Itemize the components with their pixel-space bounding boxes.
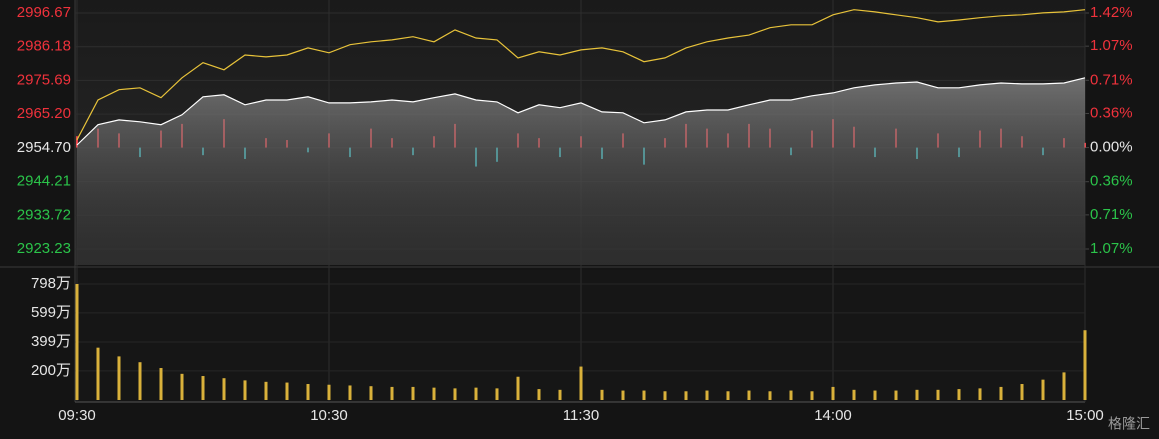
y2-tick-label: 1.07% (1090, 240, 1133, 257)
volume-bar (915, 389, 919, 400)
volume-bar (642, 390, 646, 400)
volume-bar (1020, 384, 1024, 400)
volume-bar (579, 366, 583, 400)
volume-bar (138, 362, 142, 400)
volume-bar (474, 387, 478, 400)
watermark: 格隆汇 (1108, 416, 1150, 432)
y-tick-label: 399万 (31, 333, 71, 350)
x-tick-label: 09:30 (58, 407, 96, 424)
volume-bar (516, 376, 520, 400)
volume-bar (75, 284, 79, 400)
volume-bar (264, 381, 268, 400)
volume-bar (621, 390, 625, 400)
y-tick-label: 2954.70 (17, 139, 71, 156)
volume-bar (600, 389, 604, 400)
y-tick-label: 2944.21 (17, 173, 71, 190)
volume-bar (873, 390, 877, 400)
y-tick-label: 2965.20 (17, 105, 71, 122)
volume-bar (1041, 379, 1045, 400)
volume-bar (369, 386, 373, 400)
y2-tick-label: 0.00% (1090, 139, 1133, 156)
y2-tick-label: 1.42% (1090, 4, 1133, 21)
volume-bar (768, 391, 772, 400)
y2-tick-label: 0.71% (1090, 206, 1133, 223)
volume-bar (306, 384, 310, 400)
volume-bar (684, 391, 688, 400)
volume-bar (327, 384, 331, 400)
y-tick-label: 2986.18 (17, 38, 71, 55)
y-tick-label: 599万 (31, 304, 71, 321)
volume-bar (894, 390, 898, 400)
volume-bar (495, 388, 499, 400)
y2-tick-label: 1.07% (1090, 37, 1133, 54)
volume-bar (537, 389, 541, 400)
y2-tick-label: 0.36% (1090, 104, 1133, 121)
x-tick-label: 10:30 (310, 407, 348, 424)
volume-bar (243, 380, 247, 400)
volume-bar (180, 373, 184, 400)
volume-bar (705, 390, 709, 400)
volume-bar (831, 386, 835, 400)
volume-bar (96, 347, 100, 400)
volume-bar (789, 390, 793, 400)
x-tick-label: 14:00 (814, 407, 852, 424)
y-tick-label: 2923.23 (17, 240, 71, 257)
price-area (77, 77, 1085, 265)
volume-bar (1083, 330, 1087, 400)
volume-bar (978, 388, 982, 400)
volume-bar (453, 388, 457, 400)
volume-bar (159, 368, 163, 400)
y-tick-label: 200万 (31, 362, 71, 379)
volume-bar (285, 382, 289, 400)
volume-bar (747, 390, 751, 400)
y-tick-label: 2996.67 (17, 4, 71, 21)
volume-bar (852, 389, 856, 400)
volume-bar (726, 391, 730, 400)
volume-bar (1062, 372, 1066, 400)
y2-tick-label: 0.71% (1090, 71, 1133, 88)
x-tick-label: 11:30 (563, 407, 599, 424)
volume-bar (999, 386, 1003, 400)
volume-bar (432, 387, 436, 400)
y2-tick-label: 0.36% (1090, 173, 1133, 190)
volume-bar (810, 391, 814, 400)
volume-bar (558, 389, 562, 400)
volume-bar (957, 389, 961, 400)
y-tick-label: 2975.69 (17, 71, 71, 88)
volume-bar (117, 356, 121, 400)
volume-bar (201, 376, 205, 400)
average-line (76, 9, 1086, 141)
volume-bar (390, 386, 394, 400)
x-tick-label: 15:00 (1066, 407, 1104, 424)
y-tick-label: 798万 (31, 275, 71, 292)
price-line (76, 77, 1086, 146)
volume-bar (936, 389, 940, 400)
volume-bar (348, 385, 352, 400)
volume-bar (663, 391, 667, 400)
volume-bar (411, 386, 415, 400)
volume-bar (222, 378, 226, 400)
y-tick-label: 2933.72 (17, 206, 71, 223)
